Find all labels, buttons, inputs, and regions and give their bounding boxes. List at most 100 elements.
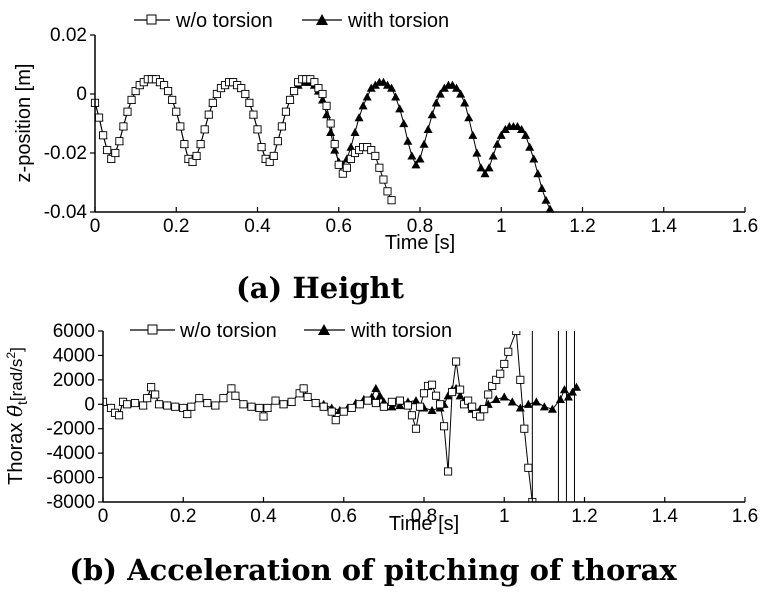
data-point-w-o-torsion — [496, 369, 505, 378]
data-point-w-o-torsion — [456, 385, 465, 394]
panel-b-y-label-subscript: t — [14, 401, 30, 405]
data-point-with-torsion — [521, 130, 531, 139]
data-point-w-o-torsion — [346, 154, 355, 163]
data-point-with-torsion — [431, 98, 441, 107]
data-point-w-o-torsion — [107, 154, 116, 163]
panel-b-caption: (b) Acceleration of pitching of thorax — [69, 553, 677, 587]
data-point-w-o-torsion — [269, 151, 278, 161]
data-point-w-o-torsion — [468, 402, 477, 411]
panel-b-legend-marker-wo-torsion — [147, 324, 158, 335]
data-point-w-o-torsion — [314, 84, 323, 93]
data-point-w-o-torsion — [195, 394, 204, 403]
data-point-with-torsion — [541, 195, 551, 204]
data-point-with-torsion — [499, 392, 509, 401]
data-point-w-o-torsion — [326, 119, 335, 128]
data-point-with-torsion — [464, 113, 474, 122]
data-point-w-o-torsion — [395, 396, 404, 405]
data-point-w-o-torsion — [155, 400, 164, 409]
panel-a-legend-label-with-torsion: with torsion — [347, 10, 449, 32]
data-point-w-o-torsion — [265, 157, 274, 166]
data-point-w-o-torsion — [176, 122, 185, 131]
panel-b-y-ticks: 6000 4000 2000 0 -2000 -4000 -6000 -8000 — [46, 321, 103, 513]
data-point-with-torsion — [500, 124, 510, 133]
y-tick-label: 0 — [76, 84, 87, 105]
panel-a-legend-label-wo-torsion: w/o torsion — [175, 10, 273, 32]
data-point-with-torsion — [411, 160, 421, 169]
data-point-w-o-torsion — [263, 403, 272, 413]
data-point-w-o-torsion — [379, 402, 388, 411]
y-tick-label: 0 — [84, 394, 95, 415]
panel-a-legend: w/o torsion with torsion — [134, 10, 449, 32]
panel-b-y-axis-label: Thorax θ̈t[rad/s2] — [3, 347, 30, 485]
data-point-with-torsion — [395, 401, 405, 410]
data-point-with-torsion — [537, 183, 547, 192]
panel-b-y-label-unit-end: ] — [7, 347, 26, 352]
data-point-w-o-torsion — [183, 410, 192, 419]
data-point-with-torsion — [456, 89, 466, 98]
data-point-with-torsion — [403, 136, 413, 145]
data-point-with-torsion — [391, 92, 401, 101]
data-point-w-o-torsion — [163, 401, 172, 410]
data-point-w-o-torsion — [164, 86, 173, 96]
data-point-with-torsion — [559, 385, 569, 394]
data-point-with-torsion — [427, 405, 437, 414]
data-point-with-torsion — [419, 139, 429, 148]
panel-b-y-label-prefix: Thorax — [5, 423, 27, 485]
x-tick-label: 0.6 — [326, 216, 352, 237]
data-point-w-o-torsion — [512, 331, 521, 336]
data-point-w-o-torsion — [114, 411, 124, 420]
data-point-w-o-torsion — [303, 392, 312, 402]
panel-a-y-axis-label: z-position [m] — [13, 64, 35, 183]
data-point-w-o-torsion — [249, 110, 258, 119]
data-point-with-torsion — [476, 163, 486, 172]
panel-b-x-ticks: 0 0.2 0.4 0.6 0.8 1 1.2 1.4 1.6 — [98, 497, 758, 527]
data-point-with-torsion — [555, 394, 565, 403]
data-point-with-torsion — [484, 163, 494, 172]
data-point-w-o-torsion — [371, 151, 380, 161]
panel-a-x-ticks: 0 0.2 0.4 0.6 0.8 1 1.2 1.4 1.6 — [90, 207, 758, 237]
data-point-w-o-torsion — [279, 400, 288, 409]
data-point-w-o-torsion — [290, 86, 299, 96]
data-point-w-o-torsion — [520, 424, 529, 433]
data-point-w-o-torsion — [338, 169, 347, 178]
data-point-w-o-torsion — [436, 400, 445, 409]
data-point-w-o-torsion — [411, 424, 421, 433]
data-point-w-o-torsion — [99, 131, 108, 140]
data-point-with-torsion — [370, 80, 380, 89]
data-point-w-o-torsion — [231, 391, 240, 400]
y-tick-label: -0.02 — [44, 143, 87, 164]
data-point-w-o-torsion — [311, 399, 320, 408]
panel-b-y-label-unit-sup: 2 — [4, 352, 18, 359]
panel-b-legend-label-with-torsion: with torsion — [350, 320, 452, 342]
data-point-with-torsion — [491, 394, 501, 403]
data-point-w-o-torsion — [448, 388, 457, 397]
data-point-with-torsion — [346, 142, 356, 151]
data-point-with-torsion — [460, 98, 470, 107]
data-point-with-torsion — [488, 151, 498, 160]
data-point-w-o-torsion — [504, 347, 513, 356]
data-point-with-torsion — [547, 404, 557, 413]
panel-b-legend: w/o torsion with torsion — [130, 320, 452, 342]
data-point-w-o-torsion — [440, 422, 449, 431]
data-point-w-o-torsion — [339, 407, 348, 416]
x-tick-label: 0.6 — [331, 506, 357, 527]
data-point-w-o-torsion — [227, 384, 236, 393]
data-point-with-torsion — [571, 382, 581, 391]
data-point-w-o-torsion — [484, 390, 493, 399]
data-point-with-torsion — [399, 119, 409, 128]
data-point-with-torsion — [383, 80, 392, 89]
panel-a-legend-marker-wo-torsion — [146, 14, 157, 25]
data-point-with-torsion — [439, 83, 449, 92]
x-tick-label: 0.2 — [170, 506, 196, 527]
data-point-with-torsion — [322, 110, 332, 119]
data-point-w-o-torsion — [219, 394, 228, 403]
data-point-w-o-torsion — [187, 402, 196, 411]
data-point-with-torsion — [358, 101, 368, 110]
panel-a-series-layer — [90, 74, 555, 213]
data-point-with-torsion — [354, 113, 364, 122]
data-point-with-torsion — [529, 154, 539, 163]
data-point-w-o-torsion — [379, 175, 388, 184]
data-point-w-o-torsion — [119, 122, 128, 131]
panel-b-y-label-unit: [rad/s — [7, 359, 26, 402]
data-point-w-o-torsion — [387, 196, 396, 205]
